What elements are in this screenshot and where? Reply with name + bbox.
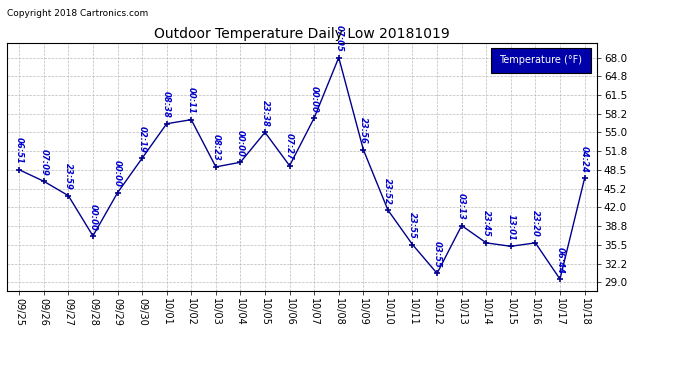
Text: 23:52: 23:52: [384, 178, 393, 204]
Text: 03:55: 03:55: [433, 241, 442, 268]
Text: 06:51: 06:51: [14, 137, 23, 164]
Text: 23:38: 23:38: [261, 100, 270, 127]
Text: 08:38: 08:38: [162, 91, 171, 118]
Text: 04:24: 04:24: [580, 146, 589, 173]
Text: 00:00: 00:00: [310, 86, 319, 112]
Text: 06:44: 06:44: [555, 247, 564, 273]
Text: 13:01: 13:01: [506, 214, 515, 241]
Text: 23:55: 23:55: [408, 212, 417, 239]
Text: 00:11: 00:11: [187, 87, 196, 114]
Text: 00:00: 00:00: [88, 204, 97, 230]
Text: Copyright 2018 Cartronics.com: Copyright 2018 Cartronics.com: [7, 9, 148, 18]
Text: 07:05: 07:05: [334, 25, 343, 52]
Text: 23:20: 23:20: [531, 210, 540, 237]
Text: 00:00: 00:00: [236, 130, 245, 157]
Text: 07:09: 07:09: [39, 149, 48, 176]
Text: 03:13: 03:13: [457, 193, 466, 220]
Text: 08:23: 08:23: [211, 135, 220, 161]
Text: 07:27: 07:27: [285, 133, 294, 160]
Text: 23:59: 23:59: [64, 163, 73, 190]
Title: Outdoor Temperature Daily Low 20181019: Outdoor Temperature Daily Low 20181019: [154, 27, 450, 40]
Text: 02:19: 02:19: [137, 126, 146, 153]
Text: 23:45: 23:45: [482, 210, 491, 237]
Text: 23:56: 23:56: [359, 117, 368, 144]
Text: Temperature (°F): Temperature (°F): [500, 56, 582, 66]
Text: 00:00: 00:00: [113, 160, 122, 187]
